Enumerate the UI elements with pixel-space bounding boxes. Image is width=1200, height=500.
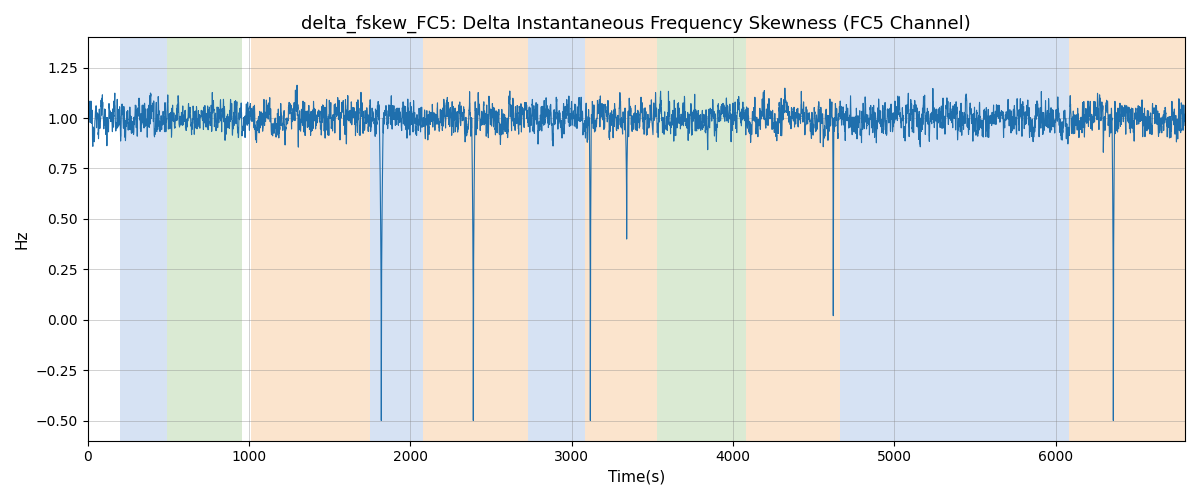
Bar [120,38,167,440]
Bar [840,38,1069,440]
Y-axis label: Hz: Hz [14,230,30,249]
Bar [424,38,528,440]
Bar [658,38,746,440]
Bar [251,38,370,440]
Bar [528,38,584,440]
X-axis label: Time(s): Time(s) [607,470,665,485]
Bar [370,38,424,440]
Bar [167,38,242,440]
Title: delta_fskew_FC5: Delta Instantaneous Frequency Skewness (FC5 Channel): delta_fskew_FC5: Delta Instantaneous Fre… [301,15,971,34]
Bar [746,38,840,440]
Bar [584,38,658,440]
Bar [1069,38,1186,440]
